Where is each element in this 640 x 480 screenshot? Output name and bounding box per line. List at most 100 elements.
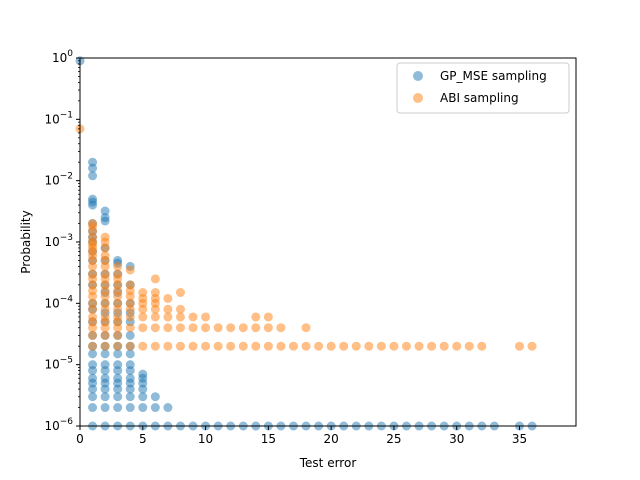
data-point: [125, 403, 135, 413]
data-point: [125, 341, 135, 351]
data-point: [100, 291, 110, 301]
data-point: [125, 384, 135, 394]
data-point: [100, 384, 110, 394]
data-point: [201, 323, 211, 333]
data-point: [100, 349, 110, 359]
data-point: [163, 341, 173, 351]
data-point: [125, 291, 135, 301]
data-point: [175, 312, 185, 322]
data-point: [125, 312, 135, 322]
data-point: [175, 323, 185, 333]
y-tick-label: 10−4: [44, 294, 73, 310]
data-point: [138, 392, 148, 402]
x-tick-label: 35: [512, 432, 527, 446]
data-point: [238, 341, 248, 351]
data-point: [113, 384, 123, 394]
data-point: [175, 341, 185, 351]
x-axis-label: Test error: [299, 456, 357, 470]
data-point: [150, 312, 160, 322]
legend-box: [396, 62, 570, 114]
data-point: [100, 261, 110, 271]
data-point: [88, 330, 98, 340]
data-point: [88, 163, 98, 173]
data-point: [113, 341, 123, 351]
y-tick-label: 10−5: [44, 356, 73, 372]
data-point: [314, 341, 324, 351]
data-point: [201, 341, 211, 351]
data-point: [138, 304, 148, 314]
data-point: [188, 312, 198, 322]
data-point: [439, 341, 449, 351]
data-point: [376, 341, 386, 351]
x-tick-label: 10: [198, 432, 213, 446]
data-point: [113, 403, 123, 413]
data-point: [88, 171, 98, 181]
data-point: [100, 341, 110, 351]
data-point: [226, 323, 236, 333]
data-point: [113, 366, 123, 376]
y-tick-label: 10−1: [44, 110, 73, 126]
legend-marker-gp-mse: [413, 71, 423, 81]
data-point: [326, 341, 336, 351]
data-point: [364, 341, 374, 351]
data-point: [125, 304, 135, 314]
data-points: [75, 56, 537, 431]
x-tick-label: 15: [261, 432, 276, 446]
data-point: [452, 341, 462, 351]
data-point: [276, 341, 286, 351]
legend-label-abi: ABI sampling: [440, 91, 519, 105]
series-1: [75, 124, 537, 351]
data-point: [175, 288, 185, 298]
legend: GP_MSE sampling ABI sampling: [396, 62, 570, 114]
data-point: [238, 323, 248, 333]
data-point: [389, 341, 399, 351]
data-point: [339, 341, 349, 351]
data-point: [514, 341, 524, 351]
data-point: [188, 323, 198, 333]
data-point: [251, 323, 261, 333]
data-point: [113, 291, 123, 301]
data-point: [201, 312, 211, 322]
data-point: [163, 304, 173, 314]
data-point: [113, 304, 123, 314]
data-point: [401, 341, 411, 351]
x-tick-label: 5: [139, 432, 147, 446]
data-point: [150, 341, 160, 351]
data-point: [276, 323, 286, 333]
data-point: [88, 261, 98, 271]
data-point: [251, 312, 261, 322]
data-point: [414, 341, 424, 351]
data-point: [213, 323, 223, 333]
data-point: [138, 341, 148, 351]
data-point: [301, 341, 311, 351]
data-point: [88, 200, 98, 210]
data-point: [88, 403, 98, 413]
data-point: [138, 384, 148, 394]
data-point: [150, 403, 160, 413]
data-point: [113, 349, 123, 359]
y-tick-label: 10−6: [44, 417, 73, 433]
y-axis-ticks: 10−6 10−5 10−4 10−3 10−2 10−1 100: [44, 49, 80, 433]
data-point: [175, 304, 185, 314]
data-point: [301, 323, 311, 333]
data-point: [125, 392, 135, 402]
y-tick-label: 10−2: [44, 172, 73, 188]
data-point: [150, 323, 160, 333]
data-point: [263, 312, 273, 322]
data-point: [138, 312, 148, 322]
data-point: [138, 323, 148, 333]
data-point: [88, 384, 98, 394]
data-point: [213, 341, 223, 351]
data-point: [100, 304, 110, 314]
data-point: [263, 323, 273, 333]
x-axis-ticks: 0 5 10 15 20 25 30 35: [76, 426, 527, 446]
y-axis-label: Probability: [19, 210, 33, 273]
data-point: [113, 261, 123, 271]
data-point: [113, 330, 123, 340]
data-point: [251, 341, 261, 351]
y-tick-label: 10−3: [44, 233, 73, 249]
data-point: [88, 366, 98, 376]
data-point: [100, 323, 110, 333]
data-point: [351, 341, 361, 351]
